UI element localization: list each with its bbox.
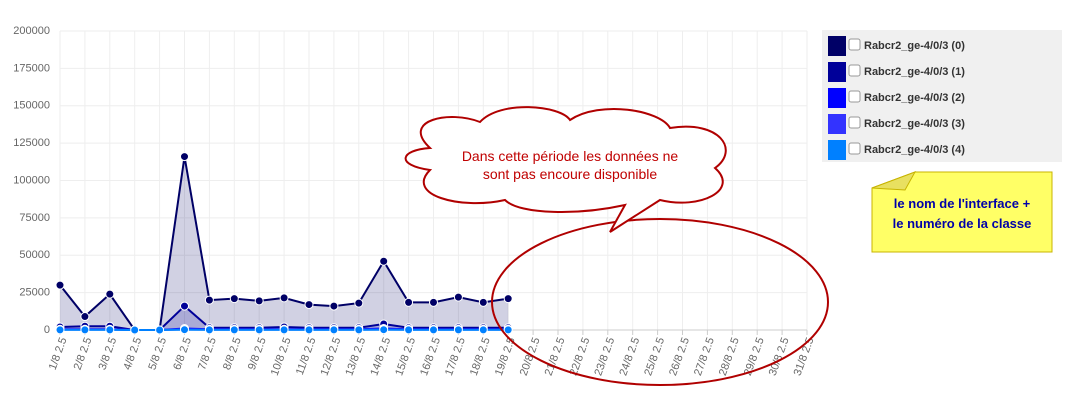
legend-checkbox[interactable] [848, 90, 861, 103]
callout-line: Dans cette période les données ne sont pa… [462, 148, 679, 182]
x-tick-label: 5/8 2.5 [146, 336, 169, 372]
data-point [180, 325, 189, 335]
x-tick-label: 18/8 2.5 [468, 336, 493, 377]
x-tick-label: 31/8 2.5 [792, 336, 817, 377]
y-tick-label: 150000 [13, 100, 50, 112]
x-tick-label: 14/8 2.5 [368, 336, 393, 377]
x-tick-label: 6/8 2.5 [171, 336, 194, 372]
data-point [105, 289, 115, 299]
legend-swatch [828, 114, 846, 134]
x-tick-label: 23/8 2.5 [592, 336, 617, 377]
x-tick-label: 8/8 2.5 [221, 336, 244, 372]
data-point [55, 325, 65, 335]
data-point [329, 325, 339, 335]
y-tick-label: 200000 [13, 25, 50, 37]
data-point [254, 325, 264, 335]
data-point [453, 292, 463, 302]
data-point [80, 325, 90, 335]
x-tick-label: 28/8 2.5 [717, 336, 742, 377]
x-tick-label: 4/8 2.5 [121, 336, 144, 372]
x-tick-label: 12/8 2.5 [319, 336, 344, 377]
data-point [204, 295, 214, 305]
data-point [429, 297, 438, 307]
legend-checkbox[interactable] [848, 142, 861, 155]
legend-label: Rabcr2_ge-4/0/3 (4) [864, 144, 965, 156]
x-tick-label: 13/8 2.5 [343, 336, 368, 377]
data-point [453, 325, 463, 335]
data-point [254, 296, 264, 306]
x-tick-label: 2/8 2.5 [72, 336, 95, 372]
note-line: le nom de l'interface + le numéro de la c… [893, 196, 1032, 231]
data-point [304, 325, 314, 335]
legend-checkbox[interactable] [848, 64, 861, 77]
legend-box [822, 30, 1062, 162]
y-tick-label: 100000 [13, 174, 50, 186]
x-tick-label: 7/8 2.5 [196, 336, 219, 372]
x-tick-label: 11/8 2.5 [294, 336, 319, 377]
x-tick-label: 17/8 2.5 [443, 336, 468, 377]
x-tick-label: 3/8 2.5 [97, 336, 120, 372]
data-point [229, 294, 239, 304]
x-tick-label: 24/8 2.5 [617, 336, 642, 377]
x-tick-label: 10/8 2.5 [269, 336, 294, 377]
y-tick-label: 50000 [19, 249, 50, 261]
data-point [279, 293, 289, 303]
data-point [429, 325, 438, 335]
series-area [60, 156, 509, 330]
legend-swatch [828, 88, 846, 108]
data-point [105, 325, 115, 335]
y-tick-label: 175000 [13, 62, 50, 74]
data-point [478, 325, 488, 335]
data-point [379, 325, 389, 335]
highlight-ellipse [491, 218, 829, 386]
legend-checkbox[interactable] [848, 38, 861, 51]
x-tick-label: 25/8 2.5 [642, 336, 667, 377]
data-point [503, 325, 513, 335]
x-tick-label: 20/8 2.5 [518, 336, 543, 377]
data-point [478, 297, 488, 307]
data-point [329, 301, 339, 311]
data-point [155, 325, 165, 335]
x-tick-label: 15/8 2.5 [393, 336, 418, 377]
legend-label: Rabcr2_ge-4/0/3 (2) [864, 92, 965, 104]
data-point [304, 300, 314, 310]
data-point [354, 325, 364, 335]
data-point [503, 294, 513, 304]
data-point [55, 280, 65, 290]
legend-swatch [828, 140, 846, 160]
x-tick-label: 21/8 2.5 [543, 336, 568, 377]
y-tick-label: 125000 [13, 137, 50, 149]
legend-label: Rabcr2_ge-4/0/3 (1) [864, 66, 965, 78]
speech-bubble [404, 106, 727, 233]
x-tick-label: 1/8 2.5 [47, 336, 70, 372]
x-tick-label: 16/8 2.5 [418, 336, 443, 377]
data-point [279, 325, 289, 335]
data-point [379, 256, 389, 266]
x-tick-label: 22/8 2.5 [568, 336, 593, 377]
legend-swatch [828, 62, 846, 82]
data-point [80, 312, 90, 322]
data-point [180, 301, 189, 311]
legend-swatch [828, 36, 846, 56]
data-point [204, 325, 214, 335]
data-point [354, 298, 364, 308]
y-tick-label: 0 [44, 324, 50, 336]
data-point [404, 297, 414, 307]
note-fold [871, 171, 917, 191]
x-tick-label: 27/8 2.5 [692, 336, 717, 377]
data-point [229, 325, 239, 335]
series-area [60, 306, 509, 330]
data-point [404, 325, 414, 335]
y-tick-label: 75000 [19, 212, 50, 224]
y-tick-label: 25000 [19, 287, 50, 299]
legend-label: Rabcr2_ge-4/0/3 (0) [864, 40, 965, 52]
x-tick-label: 9/8 2.5 [246, 336, 269, 372]
data-point [180, 152, 189, 162]
legend-label: Rabcr2_ge-4/0/3 (3) [864, 118, 965, 130]
x-tick-label: 26/8 2.5 [667, 336, 692, 377]
legend-checkbox[interactable] [848, 116, 861, 129]
data-point [130, 325, 140, 335]
